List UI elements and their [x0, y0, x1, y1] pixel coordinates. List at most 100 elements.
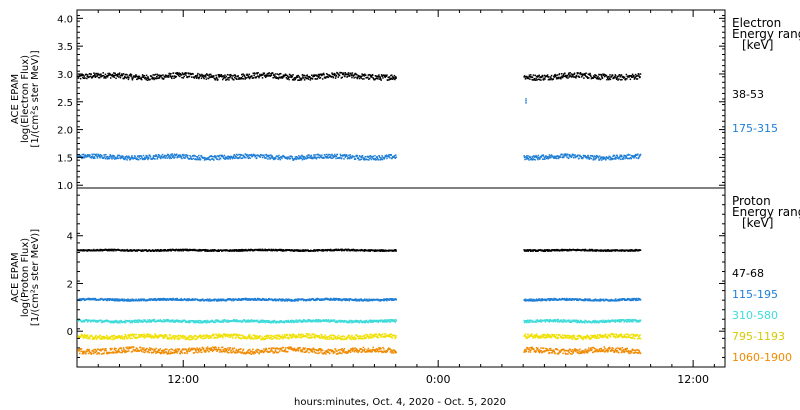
data-point-proton-0 — [186, 248, 189, 251]
data-point-proton-1 — [610, 300, 612, 302]
data-point-proton-2 — [250, 319, 253, 322]
data-point-electron-1 — [233, 153, 235, 156]
data-point-electron-0 — [119, 75, 121, 77]
data-point-electron-0 — [218, 74, 221, 76]
data-point-proton-3 — [101, 337, 104, 340]
data-point-electron-0 — [555, 74, 557, 77]
data-point-electron-1 — [97, 153, 100, 156]
data-point-electron-0 — [138, 75, 141, 78]
data-point-proton-2 — [184, 319, 186, 322]
data-point-proton-1 — [253, 298, 256, 300]
data-point-electron-0 — [290, 76, 293, 79]
data-point-electron-0 — [581, 74, 584, 77]
data-point-electron-1 — [124, 157, 126, 159]
data-point-proton-2 — [297, 321, 299, 323]
data-point-electron-1 — [589, 157, 591, 159]
data-point-electron-1 — [184, 157, 186, 159]
data-point-proton-0 — [566, 250, 568, 252]
data-point-electron-0 — [608, 76, 610, 78]
data-point-proton-1 — [628, 299, 631, 301]
data-point-electron-1 — [366, 155, 369, 158]
data-point-proton-1 — [395, 298, 397, 301]
data-point-electron-0 — [179, 75, 181, 78]
data-point-electron-0 — [310, 77, 312, 80]
data-point-electron-0 — [380, 74, 383, 76]
data-point-proton-0 — [620, 250, 623, 252]
data-point-proton-0 — [546, 250, 549, 252]
data-point-electron-1 — [264, 157, 266, 159]
data-point-proton-2 — [188, 319, 190, 322]
data-point-electron-1 — [91, 155, 94, 157]
data-point-proton-2 — [595, 321, 598, 324]
data-point-electron-1 — [234, 157, 236, 160]
data-point-electron-0 — [629, 78, 632, 81]
data-point-electron-1 — [618, 156, 621, 158]
data-point-electron-1 — [294, 158, 296, 160]
data-point-proton-2 — [166, 320, 169, 322]
data-point-electron-1 — [130, 156, 133, 159]
data-point-electron-0 — [204, 75, 206, 77]
data-point-electron-1 — [333, 153, 336, 156]
data-point-proton-1 — [120, 299, 122, 301]
data-point-electron-0 — [296, 75, 298, 77]
data-point-electron-0 — [193, 77, 196, 79]
data-point-proton-1 — [130, 299, 133, 302]
data-point-proton-2 — [544, 319, 546, 321]
data-point-proton-1 — [333, 297, 336, 300]
data-point-electron-0 — [231, 77, 233, 79]
data-point-proton-1 — [390, 298, 392, 300]
data-point-electron-1 — [103, 154, 105, 156]
data-point-electron-0 — [536, 79, 538, 81]
data-point-electron-0 — [117, 74, 119, 76]
data-point-proton-1 — [244, 298, 247, 301]
data-point-electron-1 — [387, 154, 390, 156]
data-point-electron-0 — [381, 75, 384, 77]
data-point-electron-1 — [324, 154, 326, 156]
data-point-electron-0 — [286, 74, 288, 77]
data-point-proton-2 — [569, 321, 572, 324]
data-point-proton-0 — [321, 250, 323, 252]
data-point-proton-2 — [193, 321, 196, 324]
data-point-electron-1 — [286, 158, 289, 160]
data-point-electron-0 — [120, 74, 123, 76]
data-point-proton-0 — [561, 249, 564, 252]
data-point-proton-3 — [82, 336, 85, 338]
data-point-electron-0 — [212, 76, 214, 78]
data-point-electron-0 — [279, 77, 281, 79]
data-point-electron-1 — [208, 158, 211, 161]
data-point-electron-0 — [94, 76, 96, 78]
data-point-electron-1 — [299, 156, 301, 159]
data-point-electron-0 — [116, 74, 118, 76]
data-point-electron-0 — [84, 77, 86, 79]
data-point-electron-0 — [554, 75, 557, 78]
data-point-proton-0 — [606, 249, 609, 251]
data-point-proton-1 — [315, 297, 318, 300]
data-point-electron-0 — [300, 78, 303, 81]
data-point-proton-2 — [385, 321, 388, 323]
data-point-proton-0 — [595, 250, 598, 252]
data-point-electron-1 — [243, 155, 246, 158]
data-point-electron-1 — [159, 156, 162, 159]
data-point-electron-0 — [557, 77, 559, 79]
data-point-proton-0 — [243, 249, 246, 252]
data-point-proton-2 — [553, 320, 555, 322]
data-point-proton-2 — [228, 320, 231, 323]
data-point-electron-0 — [246, 73, 248, 76]
data-point-electron-0 — [252, 77, 255, 79]
data-point-proton-2 — [294, 321, 297, 323]
data-point-proton-0 — [387, 250, 390, 252]
data-point-proton-1 — [254, 297, 257, 300]
data-point-proton-1 — [82, 298, 85, 301]
data-point-electron-0 — [344, 75, 346, 78]
data-point-electron-0 — [318, 77, 321, 79]
data-point-electron-0 — [565, 76, 568, 79]
data-point-electron-1 — [297, 157, 300, 160]
data-point-electron-0 — [175, 72, 177, 75]
data-point-electron-0 — [542, 79, 545, 81]
data-point-electron-0 — [146, 79, 149, 81]
data-point-electron-1 — [360, 156, 363, 159]
data-point-proton-2 — [243, 319, 246, 321]
data-point-proton-0 — [114, 248, 117, 251]
data-point-proton-1 — [142, 298, 144, 301]
panel-frame-electron — [76, 9, 726, 189]
